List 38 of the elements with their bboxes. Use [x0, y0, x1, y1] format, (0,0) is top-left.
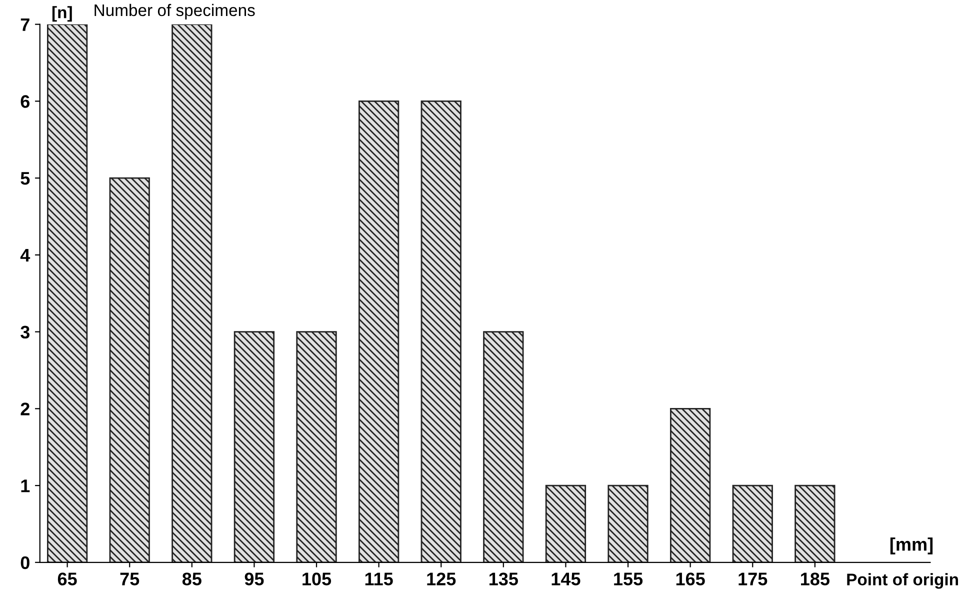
- bar: [732, 484, 773, 562]
- x-tick-label: 65: [58, 572, 77, 586]
- y-tick-label: 7: [20, 18, 30, 31]
- bar: [670, 408, 711, 562]
- text: [mm]: [890, 538, 933, 554]
- x-tick-label: 75: [120, 572, 140, 586]
- x-tick-label: 85: [182, 572, 202, 586]
- y-tick-label: 1: [21, 480, 30, 492]
- bar: [172, 24, 212, 562]
- x-tick-label: 105: [302, 572, 332, 586]
- x-tick-label: 95: [244, 572, 264, 586]
- bar: [109, 177, 150, 562]
- bar: [608, 484, 648, 562]
- x-tick-label: 125: [427, 572, 456, 586]
- y-tick-label: 5: [20, 172, 30, 185]
- y-tick-label: 4: [20, 249, 30, 262]
- bar: [545, 484, 586, 562]
- chart-title: Number of specimens: [94, 4, 255, 20]
- x-axis-title: Point of origin: [847, 573, 958, 589]
- x-tick-label: 155: [614, 572, 643, 586]
- x-tick-label: 175: [738, 572, 768, 586]
- y-tick-label: 3: [20, 326, 30, 339]
- y-tick-label: 0: [20, 556, 30, 570]
- bar: [483, 331, 524, 562]
- bar: [296, 331, 337, 562]
- bar: [794, 484, 836, 562]
- x-tick-label: 185: [801, 572, 830, 586]
- y-axis-title: [n]: [52, 6, 72, 22]
- bar: [420, 100, 462, 562]
- bar: [234, 331, 275, 562]
- x-tick-label: 115: [365, 572, 393, 586]
- x-tick-label: 145: [552, 572, 580, 586]
- y-tick-label: 2: [20, 402, 30, 416]
- y-tick-label: 6: [20, 95, 30, 108]
- bar: [358, 100, 400, 562]
- x-tick-label: 135: [489, 572, 518, 586]
- x-tick-label: 165: [676, 572, 705, 586]
- bar: [46, 24, 88, 562]
